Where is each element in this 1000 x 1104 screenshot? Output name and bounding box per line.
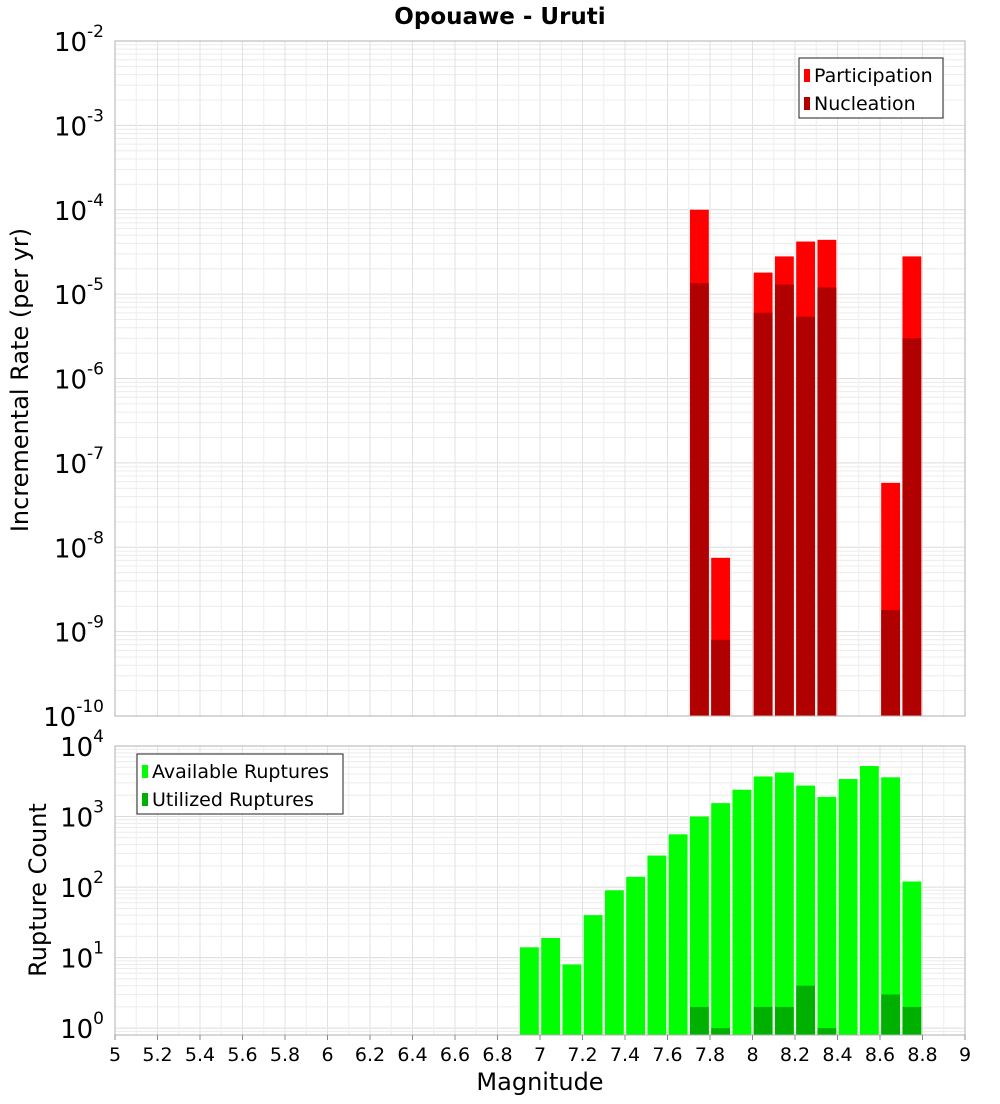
bar-inner-utilized-ruptures <box>711 1028 731 1035</box>
bar-available-ruptures <box>689 816 709 1035</box>
bar-inner-utilized-ruptures <box>902 1006 922 1035</box>
y-tick-label: 10-6 <box>54 360 104 396</box>
bottom-plot-bars <box>519 766 922 1035</box>
bar-inner-nucleation <box>774 284 794 716</box>
legend-label: Participation <box>814 65 933 87</box>
bar-available-ruptures <box>838 779 858 1035</box>
y-tick-label: 10-9 <box>54 613 104 649</box>
y-tick-label: 10-7 <box>54 444 104 480</box>
y-tick-label: 10-4 <box>54 191 104 227</box>
x-tick-label: 9 <box>959 1044 971 1066</box>
legend-label: Utilized Ruptures <box>152 789 314 811</box>
bar-inner-nucleation <box>881 610 901 716</box>
bar-available-ruptures <box>583 915 603 1035</box>
x-tick-label: 5 <box>109 1044 121 1066</box>
bar-inner-utilized-ruptures <box>689 1006 709 1035</box>
bar-inner-utilized-ruptures <box>817 1028 837 1035</box>
bar-available-ruptures <box>626 876 646 1035</box>
bar-available-ruptures <box>562 964 582 1035</box>
bar-inner-nucleation <box>817 287 837 716</box>
bar-available-ruptures <box>774 772 794 1035</box>
y-tick-label: 10-5 <box>54 275 104 311</box>
x-axis-label: Magnitude <box>476 1068 603 1096</box>
legend-label: Nucleation <box>814 93 916 115</box>
x-tick-label: 5.2 <box>142 1044 172 1066</box>
x-tick-label: 6.4 <box>397 1044 427 1066</box>
x-tick-label: 5.8 <box>270 1044 300 1066</box>
legend-box <box>798 57 944 119</box>
bar-inner-utilized-ruptures <box>774 1006 794 1035</box>
bar-available-ruptures <box>668 834 688 1035</box>
x-tick-label: 8 <box>746 1044 758 1066</box>
bar-inner-utilized-ruptures <box>881 994 901 1035</box>
x-ticks: 5 5.2 5.4 5.6 5.8 6 6.2 6.4 6.6 6.8 7 7.2 7.4 7.6 7.8 8… <box>109 1035 971 1066</box>
top-legend: Participation Nucleation <box>798 57 944 119</box>
bar-available-ruptures <box>817 796 837 1035</box>
chart-title: Opouawe - Uruti <box>394 4 605 30</box>
top-y-axis-label: Incremental Rate (per yr) <box>6 228 34 532</box>
top-y-ticks: 10-10 10-9 10-8 10-7 10-6 10-5 10-4 10-3 10-2 <box>43 22 104 733</box>
x-tick-label: 5.6 <box>227 1044 257 1066</box>
bar-available-ruptures <box>519 947 539 1035</box>
x-tick-label: 7.6 <box>652 1044 682 1066</box>
bar-available-ruptures <box>647 855 667 1035</box>
top-plot-frame <box>114 40 966 717</box>
x-tick-label: 7.8 <box>695 1044 725 1066</box>
bar-inner-nucleation <box>753 312 773 716</box>
y-tick-label: 104 <box>60 727 104 763</box>
x-tick-label: 7.4 <box>610 1044 640 1066</box>
bar-available-ruptures <box>902 881 922 1035</box>
x-tick-label: 8.8 <box>907 1044 937 1066</box>
legend-label: Available Ruptures <box>152 761 329 783</box>
bar-available-ruptures <box>753 776 773 1035</box>
bar-inner-utilized-ruptures <box>753 1006 773 1035</box>
bottom-legend: Available Ruptures Utilized Ruptures <box>136 753 344 815</box>
x-tick-label: 7.2 <box>567 1044 597 1066</box>
x-tick-label: 6.6 <box>440 1044 470 1066</box>
legend-swatch <box>804 97 810 110</box>
bar-inner-nucleation <box>689 283 709 716</box>
x-tick-label: 8.6 <box>865 1044 895 1066</box>
x-tick-label: 8.2 <box>780 1044 810 1066</box>
bar-available-ruptures <box>711 803 731 1035</box>
x-tick-label: 7 <box>534 1044 546 1066</box>
y-tick-label: 101 <box>60 939 104 975</box>
y-tick-label: 102 <box>60 868 104 904</box>
bar-inner-nucleation <box>711 639 731 716</box>
bar-available-ruptures <box>732 789 752 1035</box>
bar-available-ruptures <box>796 785 816 1035</box>
y-tick-label: 10-8 <box>54 528 104 564</box>
x-tick-label: 6.2 <box>355 1044 385 1066</box>
bar-inner-utilized-ruptures <box>796 985 816 1035</box>
bar-available-ruptures <box>604 890 624 1035</box>
bar-available-ruptures <box>881 777 901 1035</box>
legend-swatch <box>142 765 148 778</box>
x-tick-label: 8.4 <box>822 1044 852 1066</box>
x-tick-label: 6.8 <box>482 1044 512 1066</box>
y-tick-label: 10-2 <box>54 22 104 58</box>
y-tick-label: 10-3 <box>54 106 104 142</box>
top-plot-bars <box>689 209 922 717</box>
bottom-y-axis-label: Rupture Count <box>24 803 52 977</box>
bar-inner-nucleation <box>796 316 816 716</box>
bar-available-ruptures <box>859 766 879 1035</box>
y-tick-label: 100 <box>60 1009 104 1045</box>
x-tick-label: 6 <box>321 1044 333 1066</box>
top-plot-grid <box>114 41 966 717</box>
bar-inner-nucleation <box>902 338 922 716</box>
y-tick-label: 10-10 <box>43 697 104 733</box>
x-tick-label: 5.4 <box>185 1044 215 1066</box>
legend-swatch <box>142 793 148 806</box>
bottom-y-ticks: 100 101 102 103 104 <box>60 727 104 1045</box>
bar-available-ruptures <box>541 937 561 1035</box>
y-tick-label: 103 <box>60 798 104 834</box>
legend-box <box>136 753 344 815</box>
legend-swatch <box>804 69 810 82</box>
